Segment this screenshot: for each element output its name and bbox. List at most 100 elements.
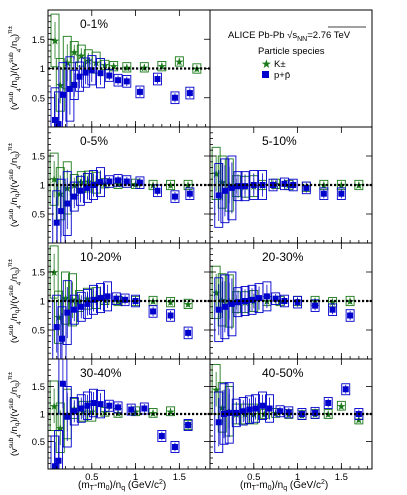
proton-point bbox=[53, 324, 60, 331]
proton-point bbox=[59, 380, 66, 387]
proton-syst-box bbox=[310, 299, 320, 312]
proton-point bbox=[242, 298, 249, 304]
proton-point bbox=[185, 329, 192, 336]
proton-point bbox=[171, 444, 178, 450]
proton-point bbox=[59, 91, 66, 98]
proton-point bbox=[256, 295, 263, 302]
proton-syst-box bbox=[249, 170, 259, 200]
proton-point bbox=[215, 306, 222, 313]
kaon-point: ★ bbox=[75, 296, 85, 308]
proton-syst-box bbox=[50, 435, 60, 469]
kaon-syst-box bbox=[55, 402, 65, 453]
proton-syst-box bbox=[251, 394, 260, 423]
proton-syst-box bbox=[284, 406, 294, 419]
proton-point bbox=[158, 433, 165, 439]
proton-point bbox=[249, 296, 256, 303]
proton-syst-box bbox=[120, 293, 130, 307]
proton-point bbox=[55, 457, 62, 464]
proton-syst-box bbox=[69, 397, 79, 426]
legend: ALICE Pb-Pb √sNN=2.76 TeV Particle speci… bbox=[228, 26, 366, 81]
proton-point bbox=[122, 296, 129, 303]
proton-syst-box bbox=[89, 388, 98, 418]
proton-point bbox=[250, 182, 257, 188]
panel-20-30%: ★★★★★★★★★★★★20-30% bbox=[209, 242, 373, 360]
panels-group: ★★★★★★★★★★★★★★0.511.50-1% ★★★★★★★★★★★★★ 0.… bbox=[32, 9, 373, 483]
proton-syst-box bbox=[258, 391, 267, 420]
proton-point bbox=[136, 179, 143, 186]
kaon-syst-box bbox=[55, 58, 65, 112]
panel-0-1%: ★★★★★★★★★★★★★★ 0.5 1 1.5 0-1% bbox=[32, 9, 211, 128]
proton-syst-box bbox=[170, 190, 180, 203]
x-tick-label: 0.5 bbox=[85, 472, 98, 483]
proton-syst-box bbox=[279, 177, 289, 191]
centrality-label: 5-10% bbox=[262, 134, 297, 148]
kaon-syst-box bbox=[174, 56, 184, 67]
proton-point bbox=[272, 295, 279, 302]
proton-syst-box bbox=[185, 86, 195, 100]
y-axis-labels: (vsub4/nq)/(vsub4/nq)π± (vsub4/nq)/(vsub4… bbox=[7, 25, 23, 456]
proton-syst-box bbox=[224, 382, 234, 444]
proton-point bbox=[106, 178, 113, 185]
proton-syst-box bbox=[240, 286, 250, 316]
proton-point bbox=[132, 298, 139, 304]
proton-syst-box bbox=[247, 284, 257, 315]
kaon-point: ★ bbox=[109, 61, 119, 73]
kaon-syst-box bbox=[183, 298, 193, 309]
proton-point bbox=[266, 405, 273, 412]
proton-point bbox=[325, 400, 332, 406]
proton-point bbox=[115, 404, 122, 411]
proton-point bbox=[233, 409, 240, 416]
centrality-label: 10-20% bbox=[80, 250, 122, 264]
proton-point bbox=[97, 179, 104, 186]
proton-point bbox=[294, 299, 301, 306]
proton-point bbox=[90, 400, 97, 406]
kaon-point: ★ bbox=[166, 406, 176, 418]
proton-syst-box bbox=[96, 58, 105, 89]
proton-syst-box bbox=[214, 391, 224, 453]
proton-point bbox=[277, 408, 284, 415]
proton-point bbox=[259, 402, 266, 409]
proton-syst-box bbox=[153, 72, 162, 86]
proton-syst-box bbox=[157, 430, 167, 442]
y-tick-label: 1.5 bbox=[32, 268, 45, 279]
kaon-syst-box bbox=[211, 265, 221, 319]
proton-point bbox=[52, 463, 59, 469]
proton-point bbox=[228, 300, 235, 307]
proton-point bbox=[64, 309, 71, 316]
y-tick-label: 1 bbox=[40, 64, 45, 75]
kaon-point: ★ bbox=[122, 62, 132, 74]
proton-syst-box bbox=[69, 69, 79, 100]
kaon-syst-box bbox=[217, 155, 227, 209]
proton-syst-box bbox=[69, 294, 79, 325]
proton-syst-box bbox=[62, 171, 72, 236]
kaon-syst-box bbox=[166, 406, 176, 417]
proton-point bbox=[281, 180, 288, 187]
proton-point bbox=[285, 409, 292, 416]
proton-syst-box bbox=[323, 397, 333, 409]
proton-point bbox=[106, 72, 113, 79]
x-tick-label: 1 bbox=[133, 472, 138, 483]
proton-syst-box bbox=[233, 287, 243, 318]
legend-frame bbox=[209, 9, 373, 128]
proton-point bbox=[71, 193, 78, 200]
proton-point bbox=[240, 408, 247, 415]
proton-syst-box bbox=[233, 171, 243, 202]
kaon-syst-box bbox=[68, 273, 77, 327]
y-tick-label: 1 bbox=[40, 410, 45, 421]
y-axis-label: (vsub4/nq)/(vsub4/nq)π± bbox=[7, 258, 23, 343]
kaon-point: ★ bbox=[83, 55, 93, 67]
proton-syst-box bbox=[69, 181, 79, 212]
panel-plot-area: ★★★★★★★★★★★★★ bbox=[49, 152, 195, 243]
proton-syst-box bbox=[75, 61, 84, 92]
proton-syst-box bbox=[111, 292, 121, 305]
proton-syst-box bbox=[104, 175, 114, 188]
kaon-point: ★ bbox=[259, 409, 269, 421]
proton-syst-box bbox=[96, 283, 105, 314]
kaon-point: ★ bbox=[211, 287, 221, 299]
y-axis-label: (vsub4/nq)/(vsub4/nq)π± bbox=[7, 371, 23, 456]
proton-syst-box bbox=[301, 181, 311, 195]
proton-syst-box bbox=[113, 174, 123, 187]
y-tick-label: 0.5 bbox=[32, 210, 45, 221]
proton-syst-box bbox=[52, 294, 62, 359]
